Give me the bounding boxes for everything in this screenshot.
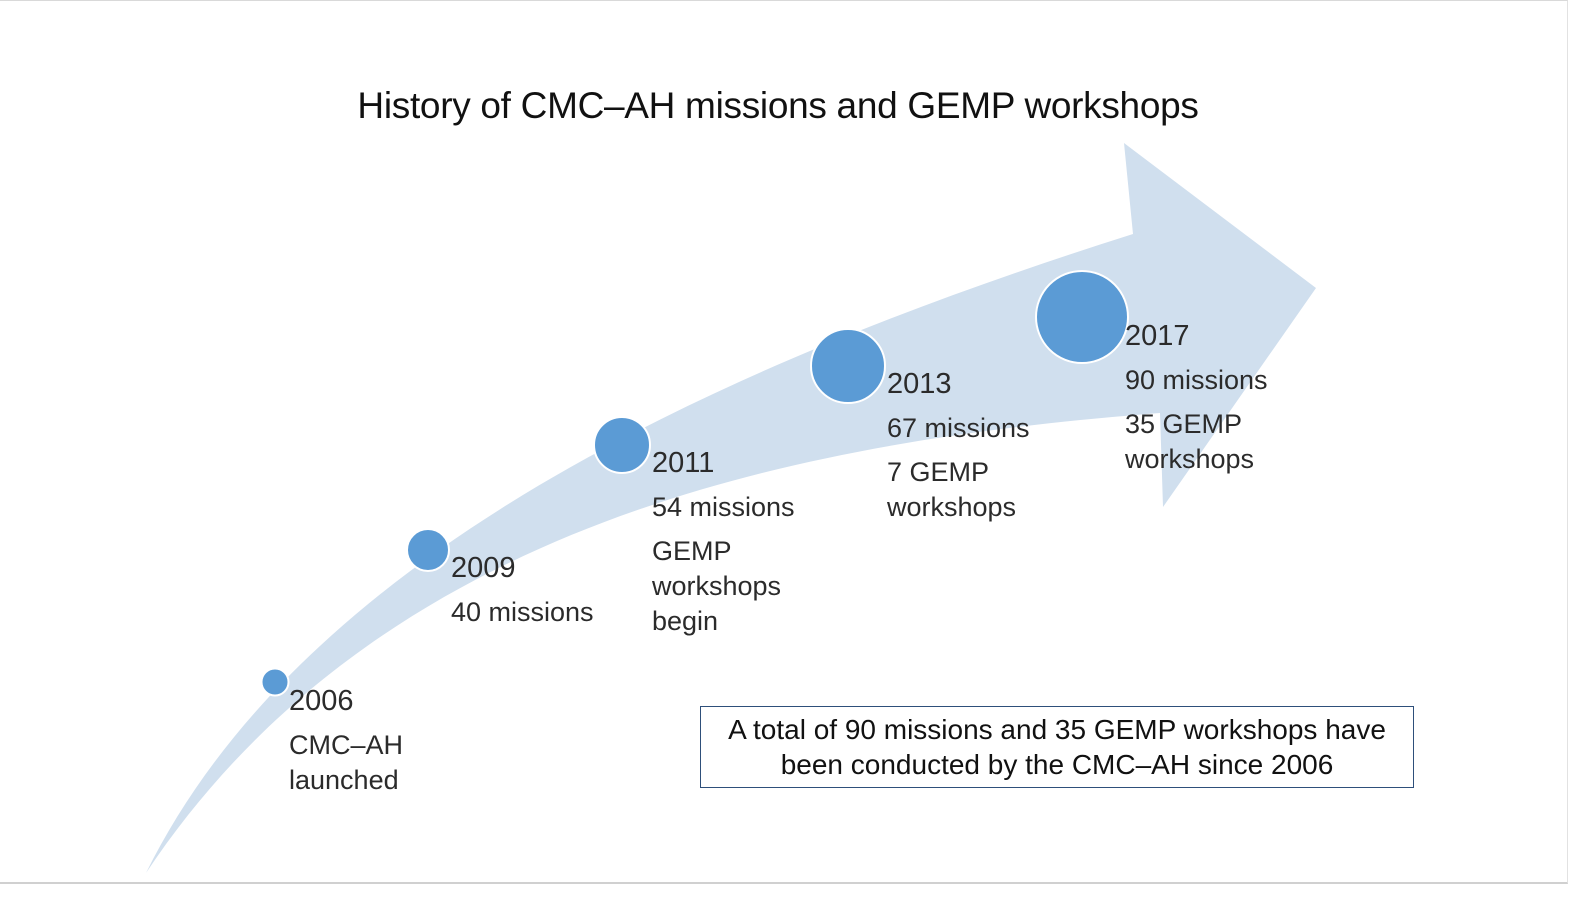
milestone-marker-2017 — [1035, 270, 1129, 364]
milestone-marker-2009 — [406, 528, 450, 572]
diagram-title: History of CMC–AH missions and GEMP work… — [357, 85, 1199, 126]
milestone-2011: 2011 54 missions GEMP workshops begin — [652, 445, 795, 639]
milestone-2006: 2006 CMC–AH launched — [289, 683, 403, 798]
milestone-detail: CMC–AH launched — [289, 730, 404, 795]
milestone-2017: 2017 90 missions 35 GEMP workshops — [1125, 318, 1268, 477]
milestone-marker-2006 — [260, 667, 290, 697]
milestone-detail: 54 missions — [652, 492, 795, 522]
milestone-detail: GEMP workshops begin — [652, 536, 782, 636]
summary-box: A total of 90 missions and 35 GEMP works… — [700, 706, 1414, 788]
milestone-detail: 90 missions — [1125, 365, 1268, 395]
milestone-2009: 2009 40 missions — [451, 550, 594, 630]
milestone-2013: 2013 67 missions 7 GEMP workshops — [887, 366, 1030, 525]
summary-text: A total of 90 missions and 35 GEMP works… — [728, 714, 1386, 780]
milestone-year: 2017 — [1125, 320, 1190, 352]
milestone-detail: 40 missions — [451, 597, 594, 627]
milestone-year: 2006 — [289, 685, 354, 717]
milestone-detail: 67 missions — [887, 413, 1030, 443]
milestone-year: 2009 — [451, 552, 516, 584]
milestone-detail: 35 GEMP workshops — [1125, 409, 1255, 474]
slide: History of CMC–AH missions and GEMP work… — [0, 0, 1568, 884]
timeline-arrow — [146, 143, 1316, 873]
milestone-year: 2013 — [887, 368, 952, 400]
milestone-marker-2013 — [810, 328, 886, 404]
milestone-year: 2011 — [652, 447, 715, 479]
timeline-diagram — [146, 143, 1316, 873]
milestone-detail: 7 GEMP workshops — [887, 457, 1017, 522]
milestone-marker-2011 — [593, 416, 651, 474]
